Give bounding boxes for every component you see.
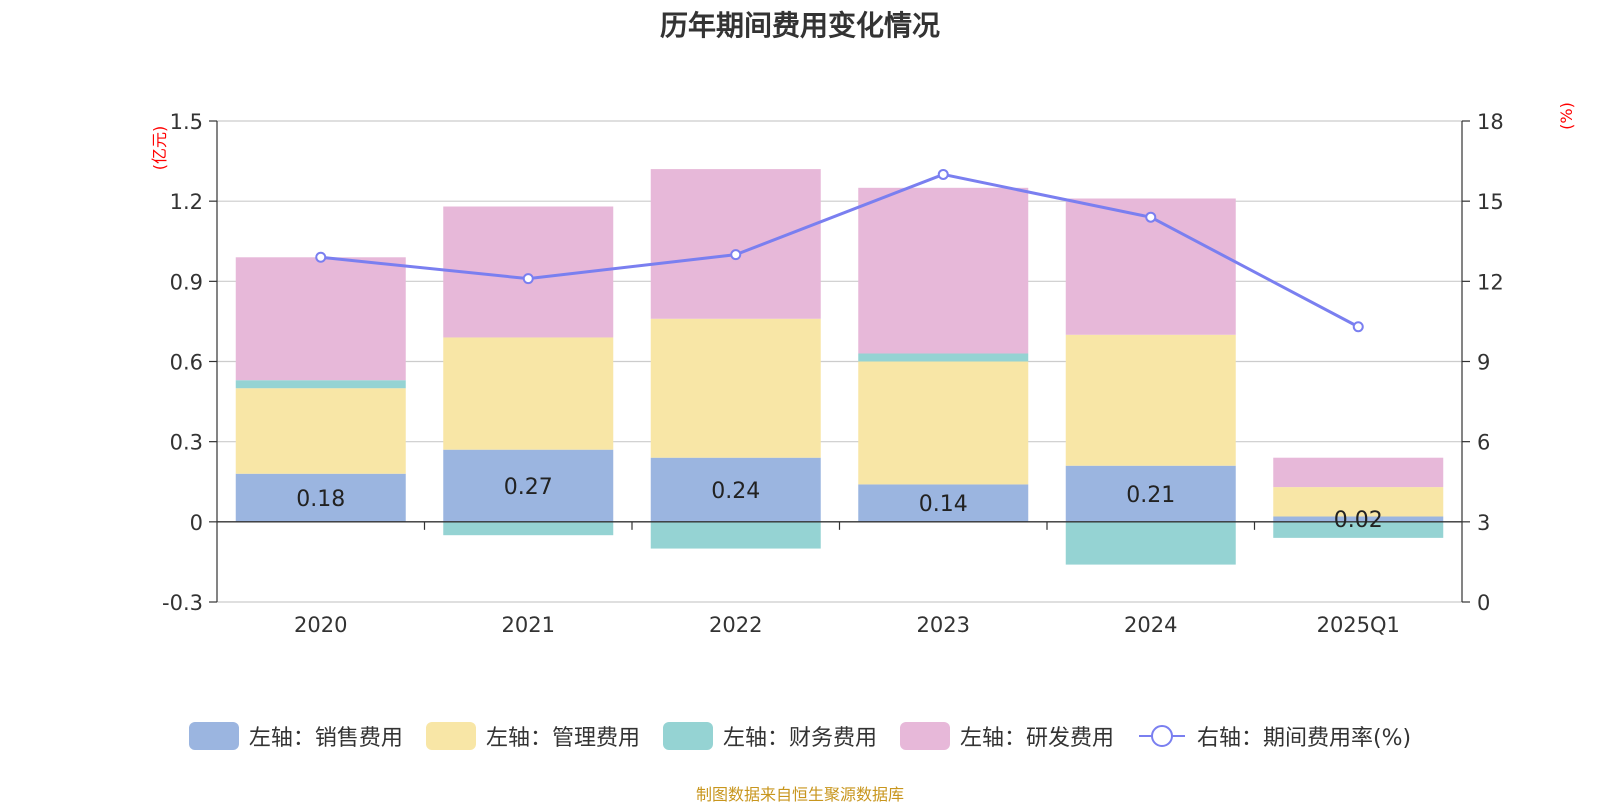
left-axis-tick-label: 0.3: [170, 431, 203, 455]
right-axis-tick-label: 12: [1477, 270, 1504, 294]
expense-rate-point: [315, 251, 327, 263]
bar-1: [443, 449, 614, 522]
bar-2: [235, 388, 406, 474]
bar-4: [235, 257, 406, 381]
bar-1: [650, 457, 821, 522]
left-axis-tick-label: 1.2: [170, 190, 203, 214]
expense-rate-point: [937, 168, 949, 180]
right-axis-tick-label: 18: [1477, 110, 1504, 134]
x-axis-tick-label: 2025Q1: [1317, 613, 1400, 637]
right-axis-tick-label: 0: [1477, 591, 1490, 615]
expense-rate-point: [1145, 211, 1157, 223]
bar-3: [443, 521, 614, 536]
bar-3: [1065, 521, 1236, 565]
expense-rate-point: [730, 249, 742, 261]
bar-data-label: 0.27: [504, 475, 553, 500]
bar-1: [235, 473, 406, 522]
left-axis-tick-label: 1.5: [170, 110, 203, 134]
chart-plot: -0.3 0 0.3 0.6 0.9 1.2 1.5 0 3 6 9 12 15 18 (亿元) (%) 202…: [150, 102, 1576, 637]
legend-label-rnd: 左轴：研发费用: [959, 726, 1114, 751]
legend-label-admin: 左轴：管理费用: [485, 726, 640, 751]
legend-item-sales[interactable]: 左轴：销售费用: [188, 720, 403, 752]
left-axis-tick-label: -0.3: [162, 591, 203, 615]
chart-title: 历年期间费用变化情况: [659, 9, 940, 42]
bar-data-label: 0.02: [1334, 508, 1383, 533]
left-axis-tick-label: 0: [190, 511, 203, 535]
right-axis-tick-label: 9: [1477, 351, 1490, 375]
bar-2: [1273, 487, 1444, 517]
bar-2: [443, 337, 614, 450]
bar-data-label: 0.21: [1126, 483, 1175, 508]
bar-3: [1273, 521, 1444, 538]
left-axis-unit: (亿元): [150, 126, 169, 171]
bar-1: [1065, 465, 1236, 522]
grid-lines: [217, 120, 1462, 603]
left-axis-tick-label: 0.9: [170, 270, 203, 294]
bar-3: [235, 380, 406, 389]
legend-item-finance[interactable]: 左轴：财务费用: [662, 720, 877, 752]
bar-3: [650, 521, 821, 549]
x-axis-tick-label: 2022: [709, 613, 762, 637]
bar-4: [650, 169, 821, 319]
legend-swatch-finance: [662, 722, 713, 750]
right-axis-tick-label: 15: [1477, 190, 1504, 214]
right-axis-unit: (%): [1557, 102, 1576, 130]
line-circle-icon: [1138, 725, 1185, 747]
right-axis-tick-label: 6: [1477, 431, 1490, 455]
legend: 左轴：销售费用 左轴：管理费用 左轴：财务费用 左轴：研发费用 右轴：期间费用率…: [0, 720, 1600, 756]
bar-2: [650, 318, 821, 458]
bar-4: [858, 187, 1029, 354]
x-axis-tick-label: 2024: [1124, 613, 1177, 637]
bar-2: [1065, 334, 1236, 466]
bar-data-label: 0.18: [296, 487, 345, 512]
x-axis-tick-label: 2023: [917, 613, 970, 637]
x-axis-tick-label: 2020: [294, 613, 347, 637]
legend-label-finance: 左轴：财务费用: [722, 726, 877, 751]
legend-item-admin[interactable]: 左轴：管理费用: [425, 720, 640, 752]
right-axis-tick-label: 3: [1477, 511, 1490, 535]
x-axis-tick-label: 2021: [502, 613, 555, 637]
bar-1: [858, 484, 1029, 522]
legend-swatch-sales: [188, 722, 239, 750]
source-note: 制图数据来自恒生聚源数据库: [695, 785, 904, 804]
expense-rate-point: [522, 273, 534, 285]
line-series: [315, 168, 1364, 333]
legend-label-sales: 左轴：销售费用: [248, 726, 403, 751]
legend-item-rnd[interactable]: 左轴：研发费用: [899, 720, 1114, 752]
left-axis-tick-label: 0.6: [170, 351, 203, 375]
expense-rate-point: [1352, 321, 1364, 333]
bar-data-label: 0.24: [711, 479, 760, 504]
legend-swatch-rnd: [899, 722, 950, 750]
expense-rate-line: [320, 172, 1359, 329]
legend-label-expense-rate: 右轴：期间费用率(%): [1196, 726, 1412, 751]
bar-1: [1273, 516, 1444, 522]
axes: -0.3 0 0.3 0.6 0.9 1.2 1.5 0 3 6 9 12 15 18 (亿元) (%) 202…: [150, 102, 1576, 637]
data-labels: 0.18 0.27 0.24 0.14 0.21 0.02: [296, 475, 1382, 533]
bar-series: [235, 169, 1444, 565]
legend-item-expense-rate[interactable]: 右轴：期间费用率(%): [1137, 720, 1411, 752]
bar-2: [858, 361, 1029, 485]
legend-swatch-admin: [425, 722, 476, 750]
bar-3: [858, 353, 1029, 362]
bar-data-label: 0.14: [919, 492, 968, 517]
bar-4: [1273, 457, 1444, 488]
